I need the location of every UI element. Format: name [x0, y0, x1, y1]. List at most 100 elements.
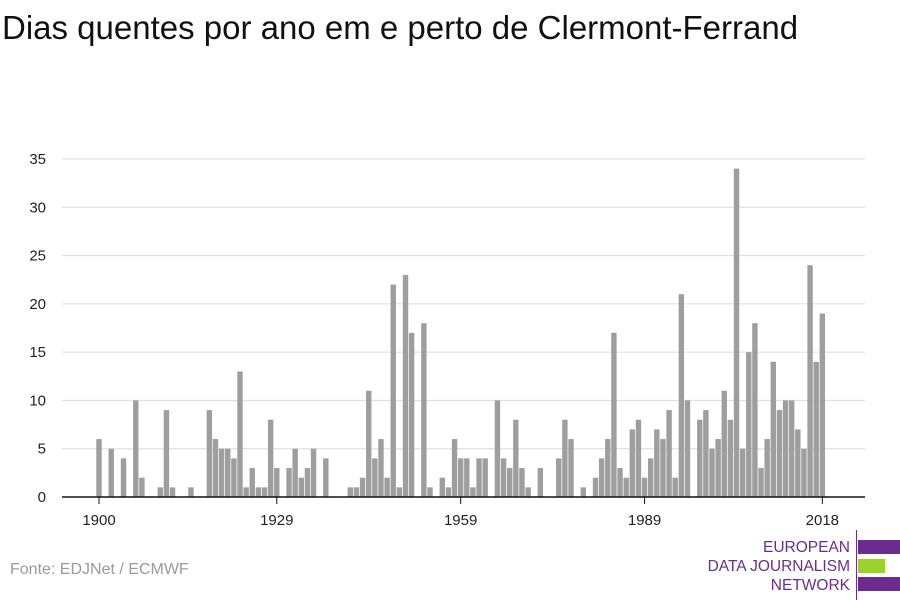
bar	[249, 468, 255, 497]
y-tick-label: 5	[38, 441, 46, 458]
x-tick-label: 1900	[82, 512, 115, 529]
bar	[378, 439, 384, 497]
bar	[274, 468, 280, 497]
bar	[758, 468, 764, 497]
bar	[366, 390, 372, 497]
logo-rule	[856, 530, 857, 600]
bar	[402, 274, 409, 497]
bar	[464, 458, 470, 497]
bar	[212, 439, 219, 497]
bar	[617, 468, 623, 497]
chart-title: Dias quentes por ano em e perto de Clerm…	[2, 9, 799, 46]
bar	[525, 487, 531, 497]
bar	[500, 458, 507, 497]
bar	[451, 439, 458, 497]
bar	[476, 458, 482, 497]
bar	[819, 313, 826, 497]
bar	[261, 487, 268, 497]
bar	[139, 477, 145, 497]
bar	[629, 429, 636, 497]
bar	[795, 429, 801, 497]
bar	[323, 458, 329, 497]
bar	[304, 468, 311, 497]
bar	[813, 361, 819, 497]
bar	[421, 323, 427, 497]
y-tick-label: 0	[38, 489, 46, 506]
bar	[782, 400, 789, 497]
edjnet-logo: EUROPEAN DATA JOURNALISM NETWORK	[700, 530, 900, 600]
bar	[709, 448, 715, 497]
gridlines	[62, 158, 865, 450]
axes: 0 5 10 15 20 25 30 35 1900 1929 1959 1989 2018	[29, 151, 865, 529]
bar	[752, 323, 758, 497]
bar	[298, 477, 304, 497]
bar	[770, 361, 776, 497]
bar	[746, 352, 752, 497]
bar	[372, 458, 378, 497]
bar	[623, 477, 629, 497]
bar	[292, 448, 298, 497]
logo-line-1: EUROPEAN	[763, 539, 850, 556]
source-note: Fonte: EDJNet / ECMWF	[10, 561, 189, 578]
bar	[641, 477, 648, 497]
bar	[310, 448, 317, 497]
bar	[801, 448, 807, 497]
y-tick-label: 20	[29, 296, 46, 313]
bar	[96, 439, 102, 497]
bar	[598, 458, 605, 497]
bar	[243, 487, 249, 497]
bar	[445, 487, 452, 497]
x-tick-label: 2018	[806, 512, 839, 529]
logo-line-2: DATA JOURNALISM	[707, 558, 850, 575]
bar	[715, 439, 721, 497]
bar	[188, 487, 194, 497]
bar	[697, 419, 703, 497]
bar	[169, 487, 176, 497]
bar	[611, 332, 617, 497]
bar	[427, 487, 433, 497]
bar	[390, 284, 396, 497]
bar	[788, 400, 795, 497]
bar	[592, 477, 599, 497]
x-tick-label: 1989	[628, 512, 661, 529]
bar	[157, 487, 163, 497]
y-tick-label: 10	[29, 392, 46, 409]
bar	[568, 439, 574, 497]
bar	[384, 477, 390, 497]
bar	[666, 410, 672, 497]
bar	[556, 458, 562, 497]
bar	[513, 419, 519, 497]
bar	[120, 458, 127, 497]
bar	[703, 410, 709, 497]
bar	[108, 448, 114, 497]
bar	[764, 439, 770, 497]
bar	[163, 410, 170, 497]
bar	[660, 439, 666, 497]
bar	[237, 371, 243, 497]
y-tick-label: 35	[29, 151, 46, 168]
x-tick-label: 1929	[260, 512, 293, 529]
x-tick-label: 1959	[444, 512, 477, 529]
bar	[267, 419, 274, 497]
bar	[457, 458, 464, 497]
bar	[470, 487, 476, 497]
y-tick-label: 30	[29, 199, 46, 216]
bar	[206, 410, 213, 497]
bar	[605, 439, 611, 497]
bar	[727, 419, 734, 497]
bar	[218, 448, 225, 497]
y-tick-label: 15	[29, 344, 46, 361]
bar	[721, 390, 727, 497]
bar	[580, 487, 586, 497]
bars	[96, 168, 826, 497]
bar	[672, 477, 678, 497]
bar	[231, 458, 237, 497]
logo-bar-purple-top	[858, 540, 900, 554]
bar	[519, 468, 525, 497]
bar	[648, 458, 654, 497]
y-tick-label: 25	[29, 248, 46, 265]
bar	[353, 487, 360, 497]
bar	[359, 477, 366, 497]
bar	[776, 410, 783, 497]
bar	[739, 448, 746, 497]
